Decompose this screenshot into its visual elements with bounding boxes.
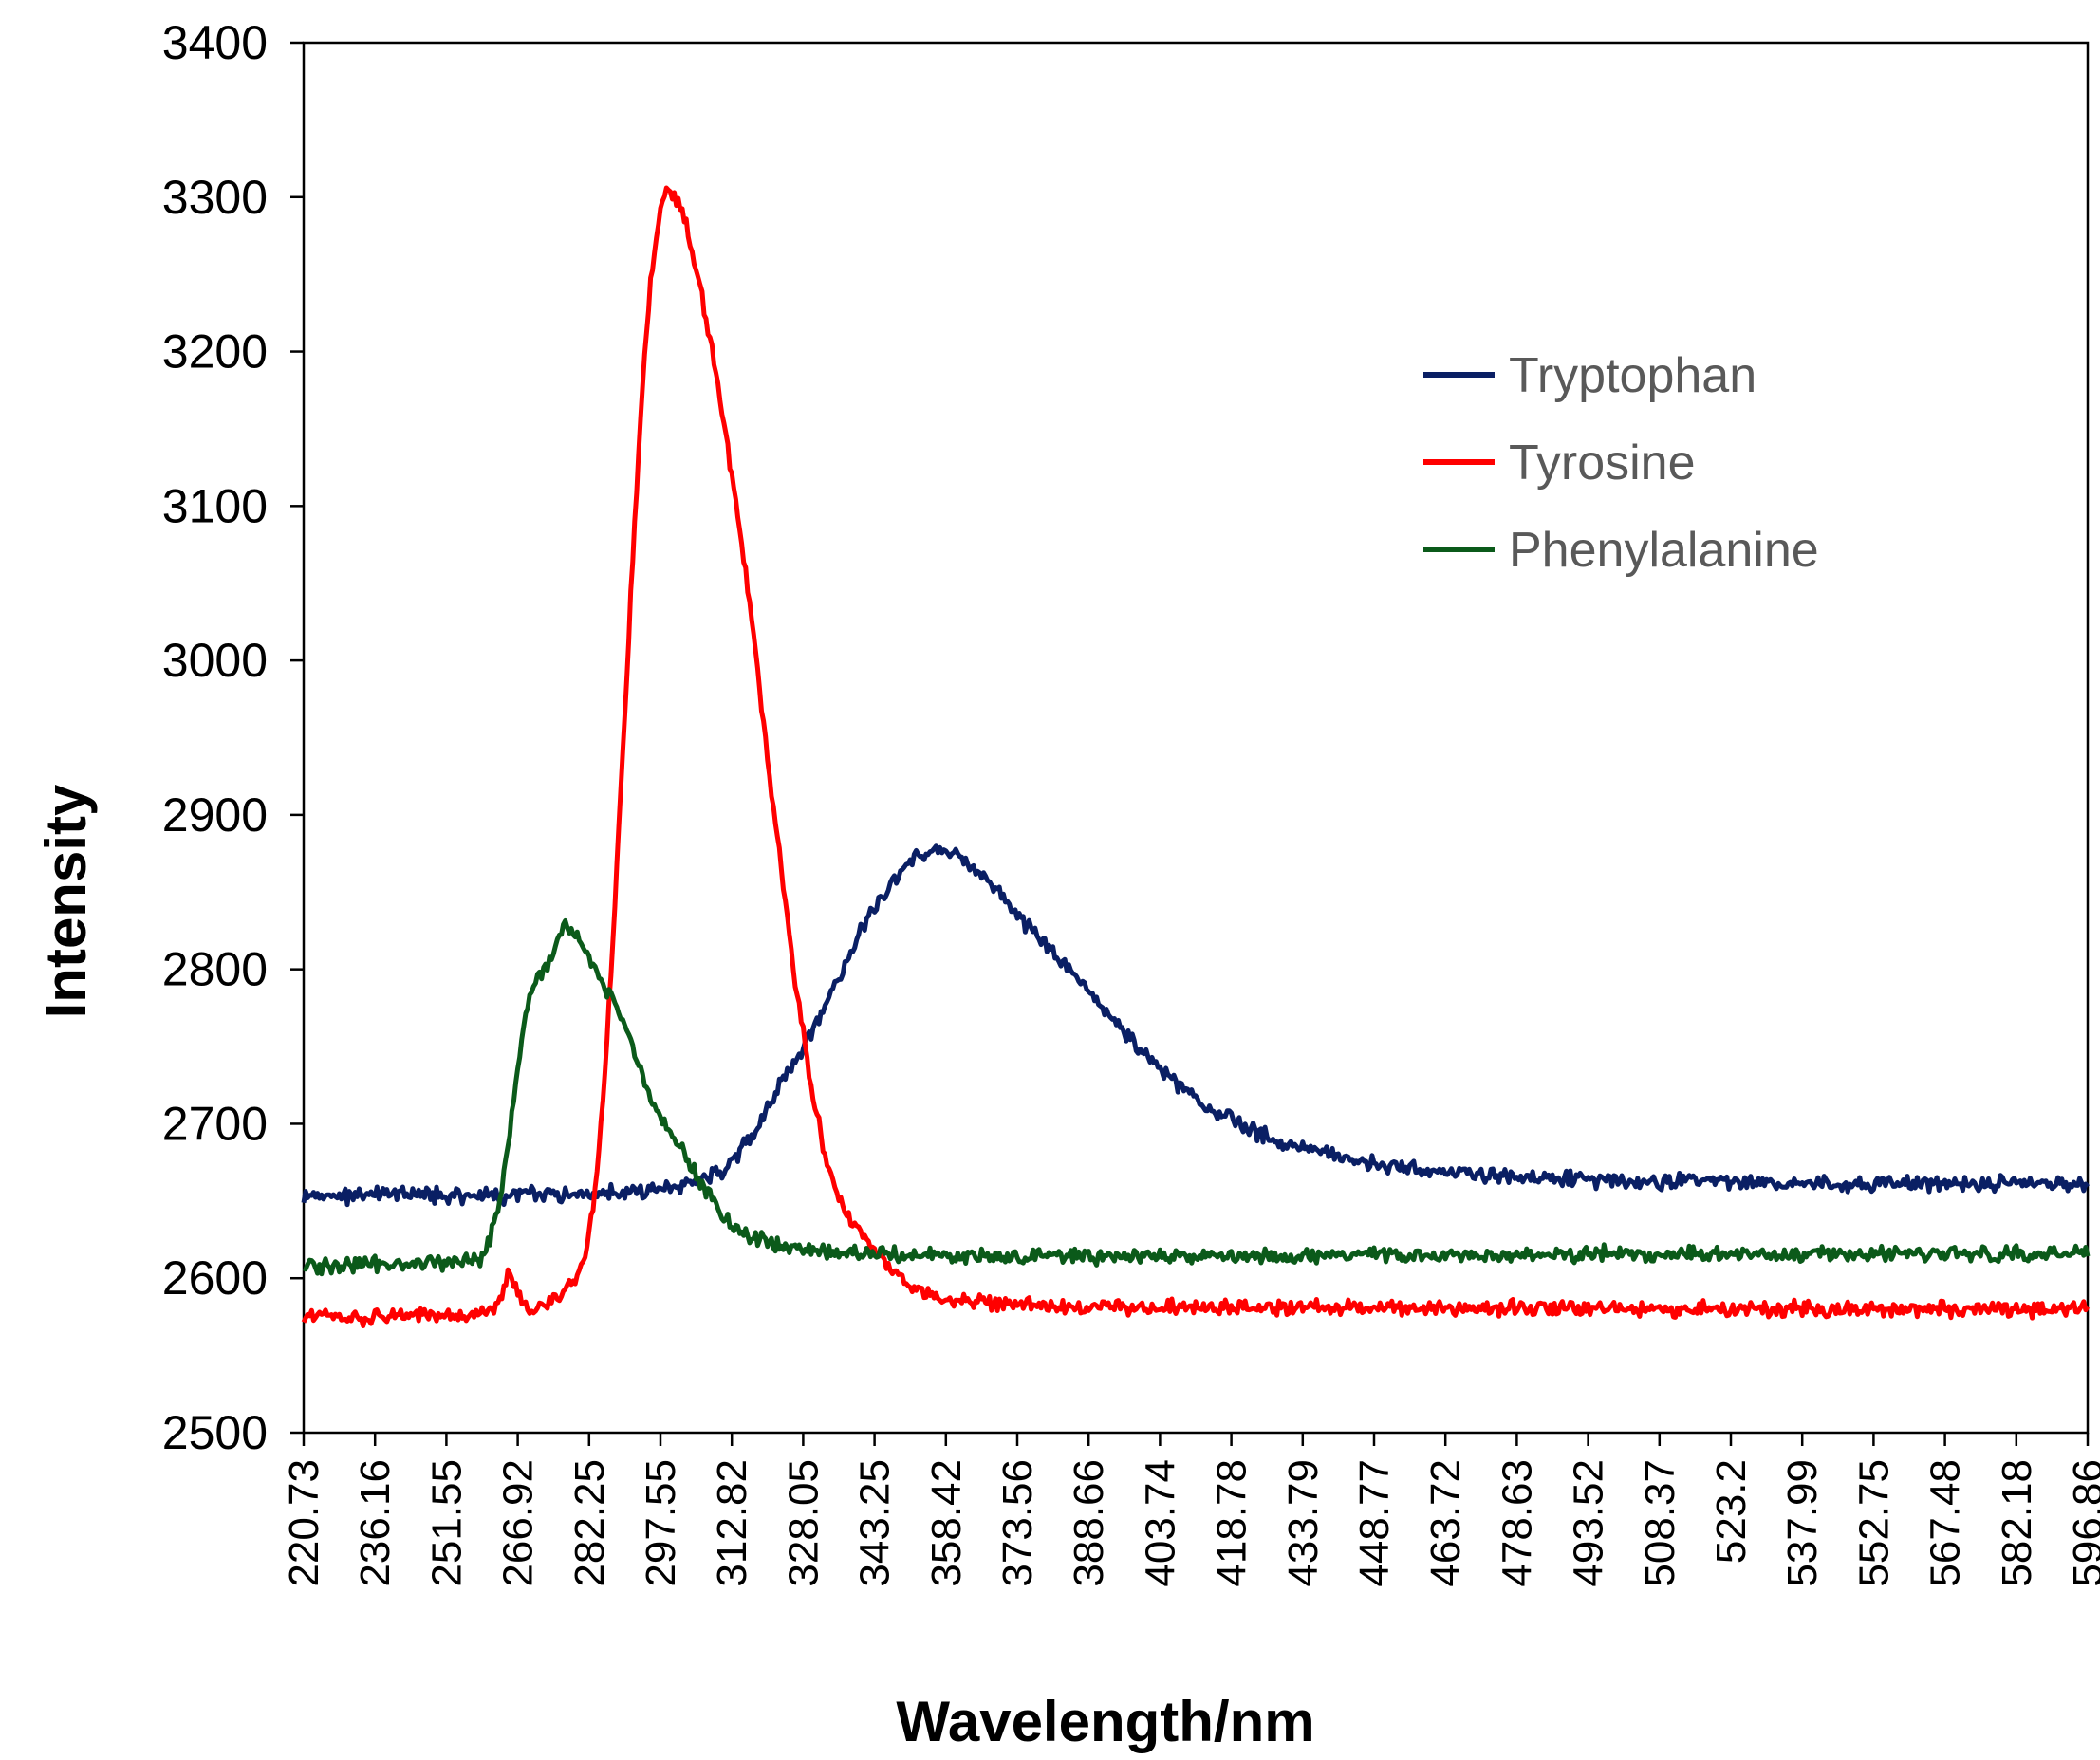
legend: Tryptophan Tyrosine Phenylalanine — [1423, 348, 1819, 578]
x-tick-label: 418.78 — [1209, 1459, 1255, 1587]
x-tick-label: 596.86 — [2065, 1459, 2100, 1587]
y-tick-label: 3200 — [162, 325, 268, 379]
x-axis-title: Wavelength/nm — [896, 1690, 1314, 1753]
legend-label: Tyrosine — [1509, 435, 1696, 491]
y-tick-label: 2900 — [162, 788, 268, 842]
x-tick-label: 251.55 — [423, 1459, 470, 1587]
series-line-tryptophan — [301, 843, 2090, 1208]
x-tick-label: 358.42 — [923, 1459, 970, 1587]
x-tick-label: 312.82 — [709, 1459, 755, 1587]
legend-label: Phenylalanine — [1509, 523, 1819, 578]
x-tick-label: 523.2 — [1708, 1459, 1755, 1564]
x-tick-label: 297.55 — [638, 1459, 684, 1587]
x-tick-label: 433.79 — [1280, 1459, 1327, 1587]
x-tick-label: 403.74 — [1137, 1459, 1183, 1587]
y-axis-ticks: 2500 2600 2700 2800 2900 3000 3100 3200 3300 3400 — [162, 16, 304, 1459]
x-tick-label: 508.37 — [1637, 1459, 1683, 1587]
y-tick-label: 3300 — [162, 171, 268, 224]
legend-label: Tryptophan — [1509, 348, 1756, 403]
series-line-phenylalanine — [303, 917, 2091, 1277]
x-tick-label: 236.16 — [352, 1459, 399, 1587]
x-tick-label: 448.77 — [1351, 1459, 1398, 1587]
x-tick-label: 343.25 — [852, 1459, 899, 1587]
y-tick-label: 2700 — [162, 1097, 268, 1150]
x-tick-label: 266.92 — [495, 1459, 542, 1587]
plot-area — [302, 41, 2090, 1435]
y-tick-label: 2800 — [162, 943, 268, 996]
y-tick-label: 3400 — [162, 16, 268, 69]
x-tick-label: 373.56 — [994, 1459, 1041, 1587]
x-tick-label: 552.75 — [1850, 1459, 1897, 1587]
x-tick-label: 493.52 — [1566, 1459, 1612, 1587]
x-tick-label: 388.66 — [1066, 1459, 1112, 1587]
x-axis-ticks: 220.73 236.16 251.55 266.92 282.25 297.55 312.… — [281, 1433, 2100, 1587]
y-tick-label: 2500 — [162, 1406, 268, 1459]
series-line-tyrosine — [301, 185, 2091, 1328]
x-tick-label: 220.73 — [281, 1459, 327, 1587]
series-layer — [301, 185, 2091, 1328]
x-tick-label: 567.48 — [1923, 1459, 1969, 1587]
x-tick-label: 463.72 — [1422, 1459, 1469, 1587]
x-tick-label: 328.05 — [780, 1459, 827, 1587]
x-tick-label: 282.25 — [567, 1459, 613, 1587]
y-axis-title: Intensity — [34, 784, 98, 1018]
y-tick-label: 2600 — [162, 1251, 268, 1305]
x-tick-label: 537.99 — [1779, 1459, 1826, 1587]
x-tick-label: 582.18 — [1994, 1459, 2040, 1587]
y-tick-label: 3100 — [162, 479, 268, 532]
x-tick-label: 478.63 — [1494, 1459, 1540, 1587]
y-tick-label: 3000 — [162, 634, 268, 687]
